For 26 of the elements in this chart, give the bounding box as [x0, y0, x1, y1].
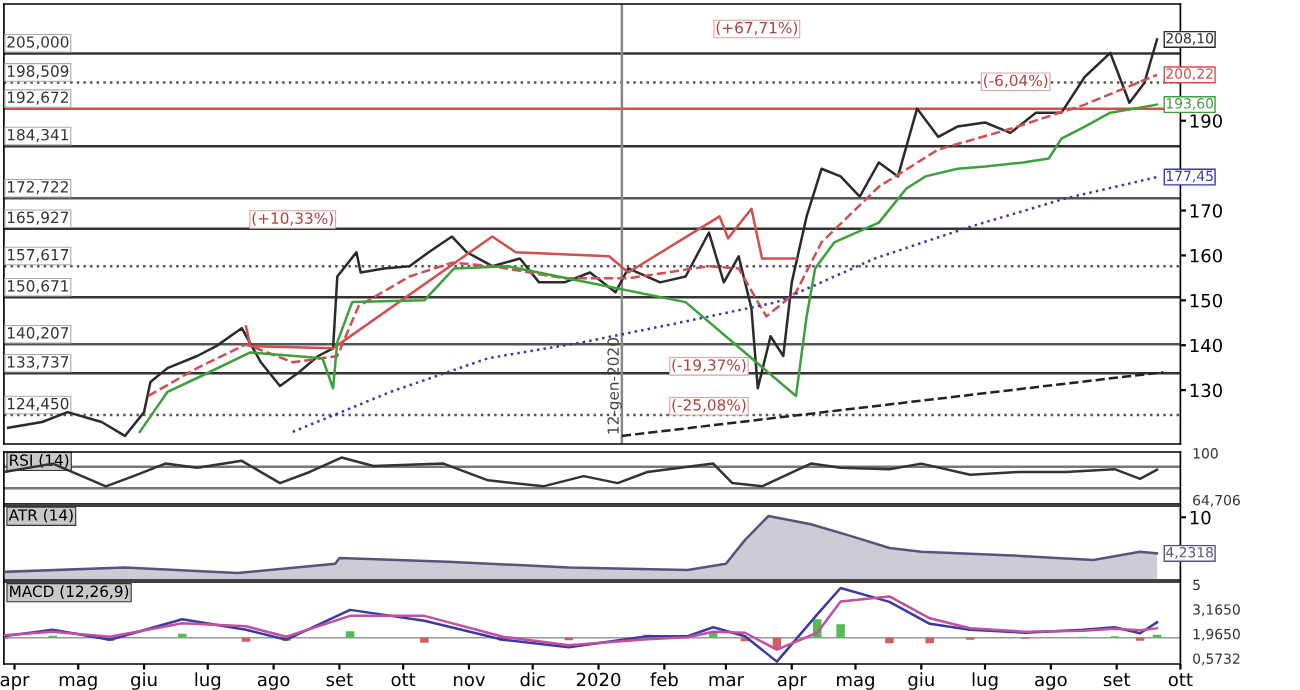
x-tick-label: set [326, 673, 353, 687]
x-tick-label: set [1103, 673, 1131, 687]
x-tick-label: lug [195, 672, 221, 690]
y-tick-label: 190 [1190, 114, 1222, 128]
x-tick-label: apr [777, 675, 807, 690]
y-tick-label: 170 [1190, 203, 1222, 218]
x-tick-label: dic [520, 672, 545, 687]
x-tick-label: ott [391, 673, 416, 687]
y-tick-label: 150 [1190, 293, 1222, 308]
y-tick-label: 160 [1190, 248, 1222, 263]
y-tick-label: 10 [1190, 510, 1211, 525]
x-tick-label: ago [1035, 675, 1067, 690]
x-tick-label: mag [59, 675, 97, 690]
x-tick-label: feb [650, 672, 678, 687]
x-tick-label: giu [131, 672, 157, 690]
y-tick-label: 140 [1190, 338, 1222, 353]
x-tick-label: ago [257, 675, 290, 690]
x-tick-label: mar [709, 675, 744, 687]
x-tick-label: giu [908, 672, 934, 690]
x-tick-label: ott [1168, 673, 1193, 687]
x-tick-label: lug [972, 672, 998, 690]
x-tick-label: 2020 [576, 672, 621, 687]
x-tick-label: mag [837, 675, 874, 690]
x-tick-label: apr [0, 675, 30, 690]
y-tick-label: 130 [1190, 383, 1222, 398]
x-tick-label: nov [454, 675, 486, 687]
